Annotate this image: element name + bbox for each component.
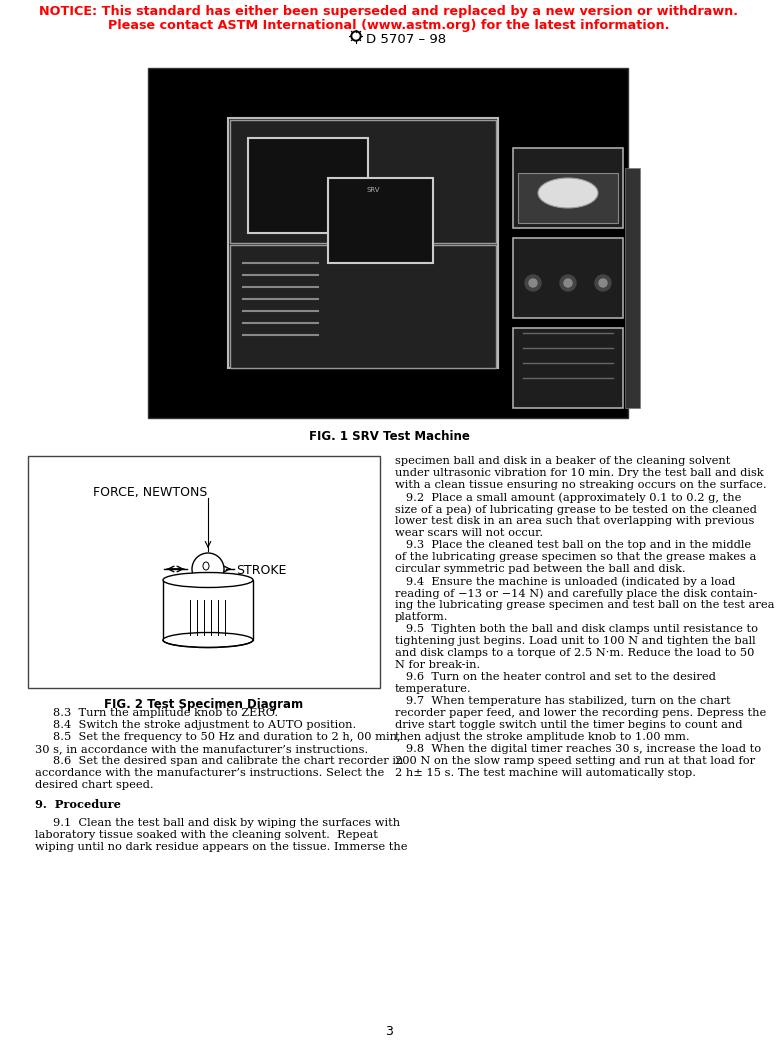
Text: drive start toggle switch until the timer begins to count and: drive start toggle switch until the time… xyxy=(395,720,742,730)
Text: 9.4  Ensure the machine is unloaded (indicated by a load: 9.4 Ensure the machine is unloaded (indi… xyxy=(395,576,735,586)
Text: 8.4  Switch the stroke adjustment to AUTO position.: 8.4 Switch the stroke adjustment to AUTO… xyxy=(53,720,356,730)
Text: SRV: SRV xyxy=(366,187,380,194)
Text: 9.1  Clean the test ball and disk by wiping the surfaces with: 9.1 Clean the test ball and disk by wipi… xyxy=(53,818,400,829)
Text: accordance with the manufacturer’s instructions. Select the: accordance with the manufacturer’s instr… xyxy=(35,768,384,778)
Text: temperature.: temperature. xyxy=(395,684,471,694)
Text: NOTICE: This standard has either been superseded and replaced by a new version o: NOTICE: This standard has either been su… xyxy=(40,5,738,18)
Bar xyxy=(163,580,253,640)
Bar xyxy=(513,328,623,408)
Bar xyxy=(518,173,618,223)
Text: 9.7  When temperature has stabilized, turn on the chart: 9.7 When temperature has stabilized, tur… xyxy=(395,696,731,706)
Circle shape xyxy=(599,279,607,287)
Text: wiping until no dark residue appears on the tissue. Immerse the: wiping until no dark residue appears on … xyxy=(35,842,408,853)
Circle shape xyxy=(525,275,541,291)
Text: specimen ball and disk in a beaker of the cleaning solvent: specimen ball and disk in a beaker of th… xyxy=(395,456,731,466)
Text: FIG. 1 SRV Test Machine: FIG. 1 SRV Test Machine xyxy=(309,430,469,443)
Bar xyxy=(248,138,368,233)
Circle shape xyxy=(353,33,359,39)
Text: then adjust the stroke amplitude knob to 1.00 mm.: then adjust the stroke amplitude knob to… xyxy=(395,732,689,742)
Bar xyxy=(328,178,433,263)
Text: tightening just begins. Load unit to 100 N and tighten the ball: tightening just begins. Load unit to 100… xyxy=(395,636,755,646)
Text: with a clean tissue ensuring no streaking occurs on the surface.: with a clean tissue ensuring no streakin… xyxy=(395,480,766,490)
Bar xyxy=(148,68,628,418)
Circle shape xyxy=(564,279,572,287)
Ellipse shape xyxy=(163,633,253,648)
Text: 8.5  Set the frequency to 50 Hz and duration to 2 h, 00 min,: 8.5 Set the frequency to 50 Hz and durat… xyxy=(53,732,401,742)
Text: 9.6  Turn on the heater control and set to the desired: 9.6 Turn on the heater control and set t… xyxy=(395,672,716,682)
Text: laboratory tissue soaked with the cleaning solvent.  Repeat: laboratory tissue soaked with the cleani… xyxy=(35,831,378,840)
Text: 8.3  Turn the amplitude knob to ZERO.: 8.3 Turn the amplitude knob to ZERO. xyxy=(53,708,278,718)
Bar xyxy=(28,456,380,688)
Ellipse shape xyxy=(538,178,598,208)
Text: desired chart speed.: desired chart speed. xyxy=(35,780,153,790)
Text: STROKE: STROKE xyxy=(236,564,286,577)
Text: 9.5  Tighten both the ball and disk clamps until resistance to: 9.5 Tighten both the ball and disk clamp… xyxy=(395,624,758,634)
Bar xyxy=(230,120,496,243)
Bar xyxy=(228,118,498,369)
Ellipse shape xyxy=(163,573,253,587)
Text: size of a pea) of lubricating grease to be tested on the cleaned: size of a pea) of lubricating grease to … xyxy=(395,504,757,514)
Text: circular symmetric pad between the ball and disk.: circular symmetric pad between the ball … xyxy=(395,564,685,574)
Text: of the lubricating grease specimen so that the grease makes a: of the lubricating grease specimen so th… xyxy=(395,552,756,562)
Circle shape xyxy=(595,275,611,291)
Bar xyxy=(625,168,640,408)
Bar xyxy=(230,245,496,369)
Text: lower test disk in an area such that overlapping with previous: lower test disk in an area such that ove… xyxy=(395,516,755,526)
Text: ing the lubricating grease specimen and test ball on the test area: ing the lubricating grease specimen and … xyxy=(395,600,775,610)
Circle shape xyxy=(529,279,537,287)
Text: platform.: platform. xyxy=(395,612,448,623)
Text: 9.  Procedure: 9. Procedure xyxy=(35,799,121,810)
Text: under ultrasonic vibration for 10 min. Dry the test ball and disk: under ultrasonic vibration for 10 min. D… xyxy=(395,468,764,478)
Text: 200 N on the slow ramp speed setting and run at that load for: 200 N on the slow ramp speed setting and… xyxy=(395,756,755,766)
Text: 30 s, in accordance with the manufacturer’s instructions.: 30 s, in accordance with the manufacture… xyxy=(35,744,368,754)
Text: D 5707 – 98: D 5707 – 98 xyxy=(366,33,446,46)
Text: 8.6  Set the desired span and calibrate the chart recorder in: 8.6 Set the desired span and calibrate t… xyxy=(53,756,403,766)
Text: and disk clamps to a torque of 2.5 N·m. Reduce the load to 50: and disk clamps to a torque of 2.5 N·m. … xyxy=(395,648,755,658)
Text: Please contact ASTM International (www.astm.org) for the latest information.: Please contact ASTM International (www.a… xyxy=(108,19,670,32)
Text: 2 h± 15 s. The test machine will automatically stop.: 2 h± 15 s. The test machine will automat… xyxy=(395,768,696,778)
Text: 9.3  Place the cleaned test ball on the top and in the middle: 9.3 Place the cleaned test ball on the t… xyxy=(395,540,751,550)
Text: 9.8  When the digital timer reaches 30 s, increase the load to: 9.8 When the digital timer reaches 30 s,… xyxy=(395,744,761,754)
Circle shape xyxy=(560,275,576,291)
Text: recorder paper feed, and lower the recording pens. Depress the: recorder paper feed, and lower the recor… xyxy=(395,708,766,718)
Text: 3: 3 xyxy=(385,1025,393,1038)
Text: N for break-in.: N for break-in. xyxy=(395,660,480,670)
Circle shape xyxy=(192,553,224,585)
Text: FIG. 2 Test Specimen Diagram: FIG. 2 Test Specimen Diagram xyxy=(104,699,303,711)
Text: wear scars will not occur.: wear scars will not occur. xyxy=(395,528,543,538)
Circle shape xyxy=(351,31,361,41)
Text: FORCE, NEWTONS: FORCE, NEWTONS xyxy=(93,486,208,499)
Text: reading of −13 or −14 N) and carefully place the disk contain-: reading of −13 or −14 N) and carefully p… xyxy=(395,588,757,599)
Ellipse shape xyxy=(203,562,209,570)
Text: 9.2  Place a small amount (approximately 0.1 to 0.2 g, the: 9.2 Place a small amount (approximately … xyxy=(395,492,741,503)
Bar xyxy=(513,238,623,318)
Bar xyxy=(513,148,623,228)
